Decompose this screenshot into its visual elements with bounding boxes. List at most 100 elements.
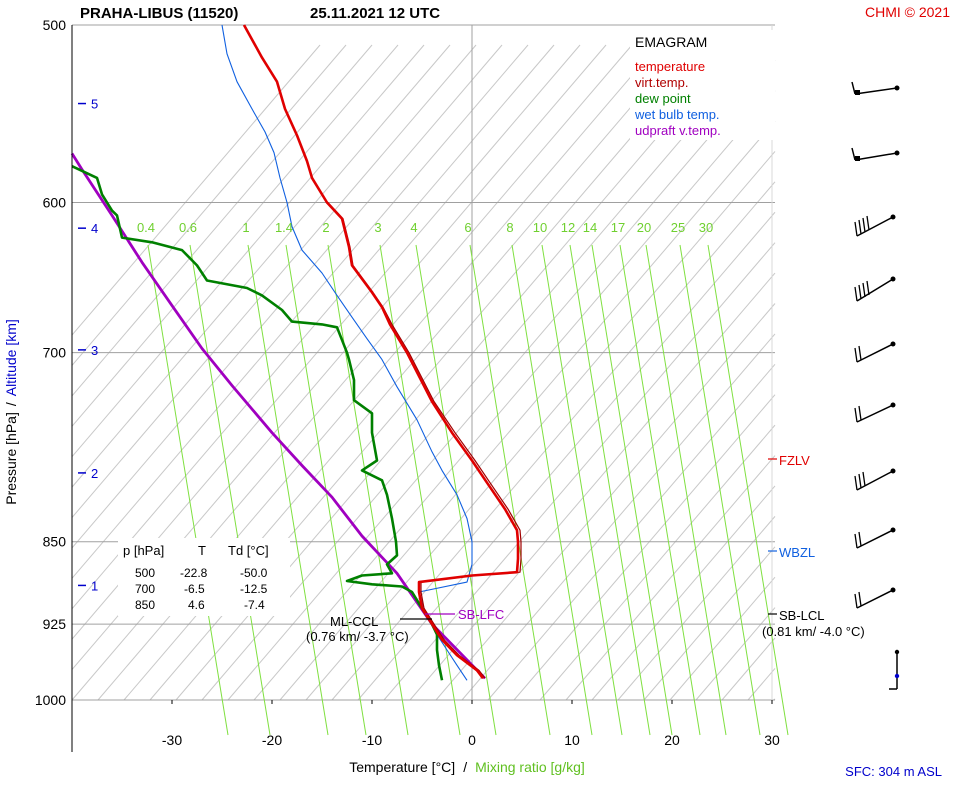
wind-barb-shaft xyxy=(856,470,894,491)
ml-ccl-label: ML-CCL xyxy=(330,614,378,629)
dry-adiabat-line xyxy=(71,44,451,488)
wind-barb-station-dot xyxy=(890,587,896,593)
wind-barb-shaft xyxy=(856,216,894,237)
dry-adiabat-line xyxy=(71,44,503,549)
mixing-ratio-line xyxy=(569,244,651,736)
surface-info: SFC: 304 m ASL xyxy=(845,764,942,779)
temperature-tick-label: 10 xyxy=(564,732,580,748)
dry-adiabat-line xyxy=(279,120,776,701)
table-cell: -6.5 xyxy=(184,582,205,596)
dry-adiabat-line xyxy=(435,303,776,701)
dry-adiabat-line xyxy=(409,272,776,701)
table-cell: 500 xyxy=(135,566,155,580)
table-cell: -50.0 xyxy=(240,566,268,580)
wind-barb-flag xyxy=(855,156,860,161)
mixing-ratio-label: 14 xyxy=(583,220,597,235)
temperature-tick-label: 0 xyxy=(468,732,476,748)
temperature-tick-label: 30 xyxy=(764,732,780,748)
mixing-ratio-label: 1.4 xyxy=(275,220,293,235)
mixing-ratio-label: 30 xyxy=(699,220,713,235)
temperature-tick-label: 20 xyxy=(664,732,680,748)
mixing-ratio-line xyxy=(147,244,229,736)
wind-barb-feather xyxy=(866,280,870,296)
dry-adiabat-line xyxy=(513,394,776,701)
mixing-ratio-label: 0.6 xyxy=(179,220,197,235)
wind-barb-feather xyxy=(858,473,862,489)
altitude-tick-label: 3 xyxy=(91,343,98,358)
legend-item-dew-point: dew point xyxy=(635,91,691,106)
wind-barb-station-dot xyxy=(890,527,896,533)
wind-barb-feather xyxy=(862,471,866,487)
wind-barb-feather xyxy=(854,286,858,302)
legend-title: EMAGRAM xyxy=(635,34,707,50)
wind-barb-station-dot xyxy=(894,85,900,91)
dry-adiabat-line xyxy=(71,44,373,397)
wind-barb-feather xyxy=(854,533,858,549)
copyright: CHMI © 2021 xyxy=(865,4,950,20)
wind-barb-feather xyxy=(854,475,858,491)
dry-adiabat-line xyxy=(71,44,321,336)
pressure-tick-label: 925 xyxy=(43,616,67,632)
pressure-tick-label: 600 xyxy=(43,195,67,211)
mixing-ratio-line xyxy=(379,244,461,736)
y-axis-pressure-label: Pressure [hPa] xyxy=(3,412,19,505)
level-table: p [hPa] T Td [°C] 500 -22.8 -50.0 700 -6… xyxy=(118,538,290,616)
dry-adiabat-line xyxy=(71,44,555,610)
mixing-ratio-line xyxy=(541,244,623,736)
level-annotations: FZLV WBZL SB-LCL (0.81 km/ -4.0 °C) SB-L… xyxy=(306,453,865,644)
legend-item-virt-temp: virt.temp. xyxy=(635,75,688,90)
series-temperature xyxy=(242,24,520,680)
table-cell: -7.4 xyxy=(244,598,265,612)
wind-barb-feather xyxy=(854,593,858,609)
wind-barb-station-dot xyxy=(890,214,896,220)
fzlv-label: FZLV xyxy=(779,453,810,468)
temperature-tick-label: -10 xyxy=(362,732,382,748)
wind-barb-feather xyxy=(866,215,870,231)
wind-barb-shaft xyxy=(856,589,894,609)
mixing-ratio-line xyxy=(247,244,329,736)
altitude-tick-label: 4 xyxy=(91,221,98,236)
wind-barb xyxy=(854,214,896,237)
sounding-series xyxy=(70,24,522,681)
wind-barb-flag xyxy=(855,90,860,95)
pressure-tick-label: 1000 xyxy=(35,692,66,708)
table-cell: -12.5 xyxy=(240,582,268,596)
wind-barb-shaft xyxy=(856,404,894,423)
mixing-ratio-line xyxy=(707,244,789,736)
mixing-ratio-label: 10 xyxy=(533,220,547,235)
wind-barb-feather xyxy=(858,219,862,235)
mixing-ratio-line xyxy=(189,244,271,736)
dry-adiabat-line xyxy=(201,44,763,701)
mixing-ratio-line xyxy=(679,244,761,736)
series-udpraft-v-temp xyxy=(70,152,487,680)
dry-adiabat-line xyxy=(253,90,776,701)
mixing-ratio-label: 25 xyxy=(671,220,685,235)
wind-barb xyxy=(854,527,896,549)
wind-barbs xyxy=(851,81,900,690)
mixing-ratio-line xyxy=(415,244,497,736)
wind-barb-feather xyxy=(854,347,858,363)
dry-adiabat-line xyxy=(357,211,776,701)
table-cell: 850 xyxy=(135,598,155,612)
table-header-t: T xyxy=(198,543,206,558)
wind-barb-feather xyxy=(854,407,858,423)
altitude-tick-label: 2 xyxy=(91,466,98,481)
x-axis-temperature-label: Temperature [°C] xyxy=(349,759,455,775)
mixing-ratio-label: 4 xyxy=(410,220,417,235)
wind-barb-station-dot xyxy=(890,402,896,408)
legend-item-updraft: udpraft v.temp. xyxy=(635,123,721,138)
dry-adiabat-line xyxy=(565,455,776,701)
wind-barb-shaft xyxy=(854,152,898,161)
wind-barb-feather xyxy=(862,282,866,298)
wind-barb-shaft xyxy=(854,87,898,95)
wind-barb xyxy=(854,587,896,609)
station-title: PRAHA-LIBUS (11520) xyxy=(80,5,238,22)
mixing-ratio-line xyxy=(619,244,701,736)
mixing-ratio-line xyxy=(645,244,727,736)
dry-adiabat-line xyxy=(71,44,477,518)
temperature-tick-labels: -30 -20 -10 0 10 20 30 xyxy=(162,732,780,748)
table-cell: 4.6 xyxy=(188,598,205,612)
wind-barb xyxy=(854,402,896,423)
wind-barb-shaft xyxy=(856,278,894,302)
